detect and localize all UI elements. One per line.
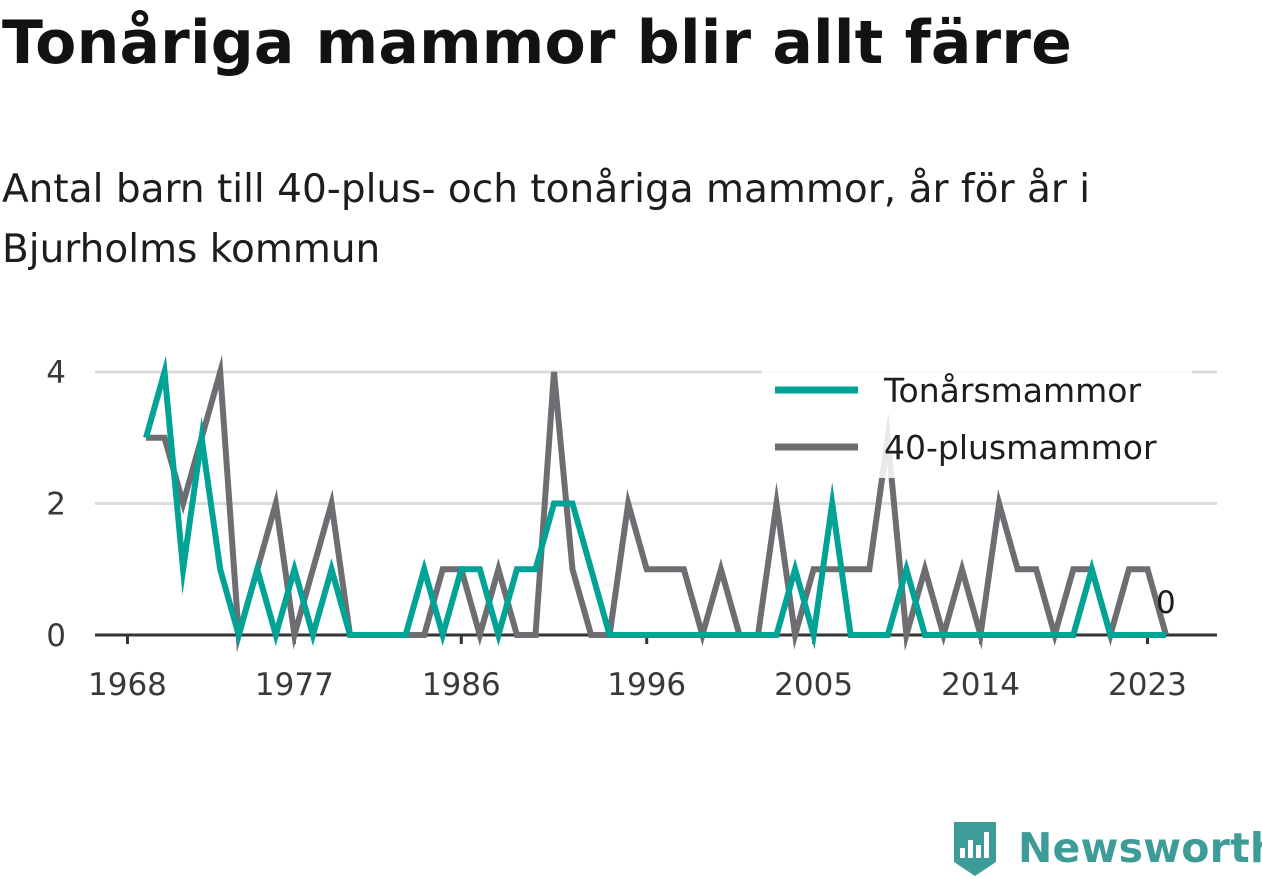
x-tick-label: 2014 [941,667,1020,703]
chart-title: Tonåriga mammor blir allt färre [2,8,1073,78]
legend: Tonårsmammor 40-plusmammor [762,370,1192,478]
legend-label: 40-plusmammor [884,428,1157,467]
bar-chart-badge-icon [954,822,996,876]
x-tick-label: 1977 [255,667,334,703]
series-lines [143,354,1169,653]
x-tick-label: 1968 [88,667,167,703]
series-line-Tonårsmammor [143,355,1166,650]
logo-text: Newsworthy [1018,824,1262,872]
x-tick-label: 1986 [422,667,501,703]
chart-subtitle: Antal barn till 40-plus- och tonåriga ma… [2,167,1091,272]
newsworthy-logo: Newsworthy [950,818,1262,878]
series-line-40-plusmammor [146,354,1169,653]
x-tick-label: 2005 [774,667,853,703]
x-axis: 1968 1977 1986 1996 2005 2014 2023 [88,633,1217,703]
legend-label: Tonårsmammor [883,371,1141,410]
y-tick-label: 4 [46,355,66,391]
x-tick-label: 1996 [607,667,686,703]
end-value-label: 0 [1156,585,1176,621]
y-tick-label: 0 [46,618,66,654]
y-axis-ticks: 0 2 4 [46,355,66,654]
y-tick-label: 2 [46,487,66,523]
x-tick-label: 2023 [1108,667,1187,703]
